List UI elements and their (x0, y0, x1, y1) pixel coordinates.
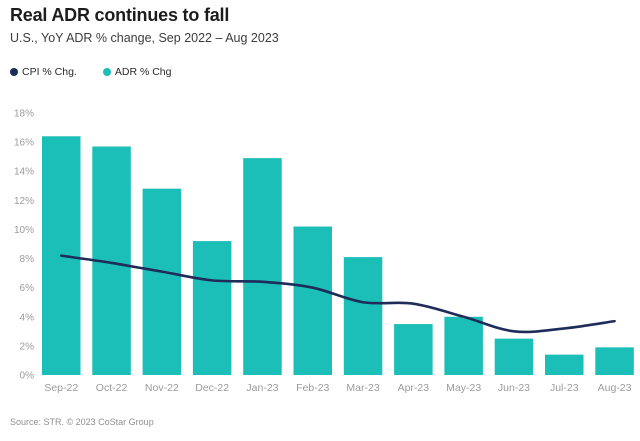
svg-text:14%: 14% (14, 167, 34, 178)
chart-canvas: 0% 2% 4% 6% 8% 10% 12% 14% 16% 18% Sep-22 Oct-22 Nov… (14, 109, 634, 394)
svg-text:0%: 0% (20, 371, 35, 382)
svg-text:16%: 16% (14, 138, 34, 149)
svg-text:Feb-23: Feb-23 (296, 382, 329, 394)
svg-text:Jul-23: Jul-23 (550, 382, 579, 394)
svg-text:Aug-23: Aug-23 (598, 382, 632, 394)
svg-text:Nov-22: Nov-22 (145, 382, 179, 394)
adr-legend-dot-icon (102, 68, 111, 76)
svg-text:6%: 6% (20, 283, 35, 294)
legend: CPI % Chg. ADR % Chg (10, 66, 171, 78)
legend-item-cpi: CPI % Chg. (10, 66, 77, 78)
svg-text:Jan-23: Jan-23 (246, 382, 278, 394)
svg-text:Dec-22: Dec-22 (195, 382, 229, 394)
svg-text:18%: 18% (14, 109, 34, 120)
svg-text:4%: 4% (20, 312, 35, 323)
svg-text:8%: 8% (20, 254, 35, 265)
legend-label-cpi: CPI % Chg. (22, 66, 77, 78)
bar-line-chart: 0% 2% 4% 6% 8% 10% 12% 14% 16% 18% Sep-22 Oct-22 Nov… (0, 100, 640, 405)
svg-text:Mar-23: Mar-23 (346, 382, 379, 394)
legend-item-adr: ADR % Chg (102, 66, 172, 78)
svg-text:Oct-22: Oct-22 (96, 382, 128, 394)
svg-text:May-23: May-23 (446, 382, 481, 394)
legend-label-adr: ADR % Chg (114, 66, 172, 78)
svg-text:Jun-23: Jun-23 (498, 382, 530, 394)
cpi-legend-dot-icon (10, 68, 18, 76)
svg-text:12%: 12% (14, 196, 34, 207)
svg-text:Apr-23: Apr-23 (398, 382, 430, 394)
svg-text:10%: 10% (14, 225, 34, 236)
svg-text:Sep-22: Sep-22 (44, 382, 78, 394)
source-note: Source: STR. © 2023 CoStar Group (10, 417, 154, 427)
svg-text:2%: 2% (20, 341, 35, 352)
chart-subtitle: U.S., YoY ADR % change, Sep 2022 – Aug 2… (10, 31, 279, 45)
chart-title: Real ADR continues to fall (10, 5, 230, 25)
